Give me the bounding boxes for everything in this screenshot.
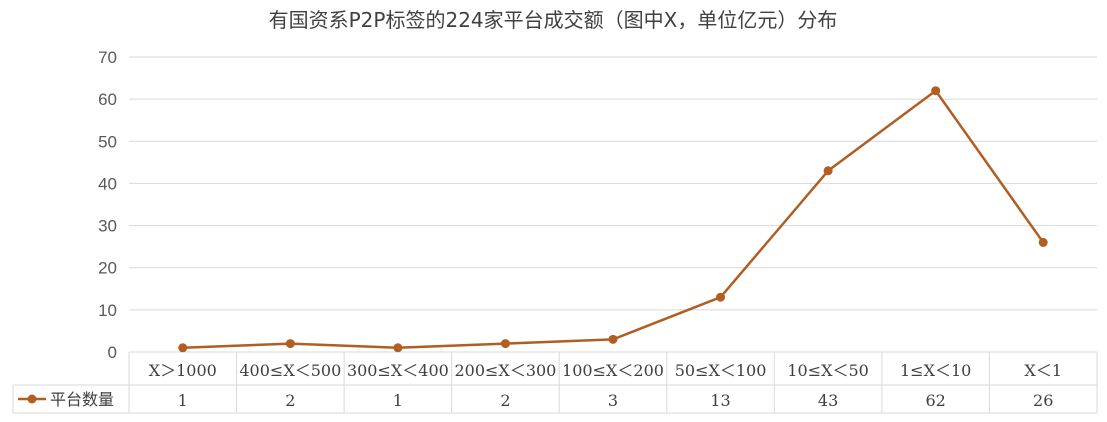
y-axis-tick-labels: 0 10 20 30 40 50 60 70 <box>98 48 117 362</box>
chart-title: 有国资系P2P标签的224家平台成交额（图中X，单位亿元）分布 <box>269 8 838 32</box>
x-category-label: 50≤X＜100 <box>675 361 767 380</box>
y-tick-label: 60 <box>98 90 117 109</box>
data-table-value: 2 <box>285 391 295 410</box>
data-point <box>178 343 188 353</box>
data-table-value: 43 <box>818 391 838 410</box>
data-table-value: 1 <box>178 391 188 410</box>
legend: 平台数量 <box>18 390 114 409</box>
x-category-label: 100≤X＜200 <box>562 361 664 380</box>
y-tick-label: 40 <box>98 174 117 193</box>
y-tick-label: 70 <box>98 48 117 67</box>
series-line <box>182 89 1045 350</box>
data-table-value: 1 <box>393 391 403 410</box>
x-category-label: 10≤X＜50 <box>787 361 869 380</box>
data-table-value: 2 <box>500 391 510 410</box>
legend-marker-swatch <box>27 394 37 404</box>
x-category-label: 1≤X＜10 <box>900 361 971 380</box>
data-point <box>931 86 941 96</box>
x-category-label: X＞1000 <box>149 361 217 380</box>
y-tick-label: 20 <box>98 259 117 278</box>
x-category-label: 300≤X＜400 <box>347 361 449 380</box>
y-tick-label: 50 <box>98 132 117 151</box>
data-point <box>285 339 295 349</box>
data-point <box>500 339 510 349</box>
data-table-value: 26 <box>1033 391 1053 410</box>
series-points-layer <box>178 86 1048 353</box>
series-line-layer <box>182 89 1045 350</box>
data-table-value: 3 <box>608 391 618 410</box>
data-point <box>716 292 726 302</box>
gridlines <box>129 56 1097 311</box>
y-tick-label: 10 <box>98 301 117 320</box>
data-point <box>393 343 403 353</box>
data-table-value: 13 <box>710 391 730 410</box>
x-category-label: X＜1 <box>1024 361 1062 380</box>
data-table-value: 62 <box>925 391 945 410</box>
y-tick-label: 30 <box>98 217 117 236</box>
data-point <box>1038 237 1048 247</box>
x-category-label: 400≤X＜500 <box>239 361 341 380</box>
legend-label: 平台数量 <box>50 390 114 409</box>
data-point <box>823 166 833 176</box>
data-table: X＞1000 400≤X＜500 300≤X＜400 200≤X＜300 100≤X＜2… <box>12 351 1098 414</box>
x-category-label: 200≤X＜300 <box>454 361 556 380</box>
y-tick-label: 0 <box>108 343 117 362</box>
data-point <box>608 334 618 344</box>
